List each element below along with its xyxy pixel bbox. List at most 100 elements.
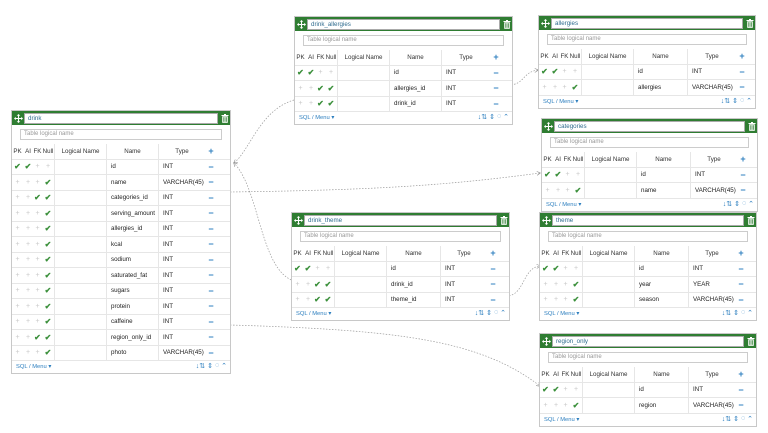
null-checkbox[interactable]: ✔: [570, 398, 582, 413]
move-icon[interactable]: [12, 111, 24, 125]
pk-checkbox[interactable]: +: [540, 277, 551, 292]
null-checkbox[interactable]: +: [569, 65, 581, 80]
fk-checkbox[interactable]: ✔: [33, 330, 42, 345]
column-name[interactable]: photo: [107, 345, 159, 360]
sql-menu-dropdown[interactable]: SQL / Menu ▾: [296, 311, 331, 317]
fk-checkbox[interactable]: ✔: [313, 293, 322, 308]
pk-checkbox[interactable]: +: [12, 237, 23, 252]
null-checkbox[interactable]: ✔: [42, 284, 54, 299]
column-name[interactable]: protein: [107, 299, 159, 314]
null-checkbox[interactable]: ✔: [42, 299, 54, 314]
pk-checkbox[interactable]: +: [12, 346, 23, 361]
table-name-input[interactable]: theme: [552, 215, 744, 226]
pk-checkbox[interactable]: +: [12, 206, 23, 221]
ai-checkbox[interactable]: +: [23, 330, 33, 345]
column-type[interactable]: INT: [693, 265, 703, 273]
fk-checkbox[interactable]: +: [561, 398, 570, 413]
pk-checkbox[interactable]: +: [540, 398, 551, 413]
ai-checkbox[interactable]: ✔: [553, 168, 563, 183]
add-column-button[interactable]: +: [490, 248, 496, 259]
move-up-down-icon[interactable]: ⇕: [486, 310, 492, 317]
column-logical-name[interactable]: [54, 283, 107, 298]
column-logical-name[interactable]: [54, 330, 107, 345]
column-type[interactable]: INT: [695, 171, 705, 179]
column-name[interactable]: id: [635, 382, 689, 397]
null-checkbox[interactable]: +: [572, 168, 584, 183]
fk-checkbox[interactable]: +: [33, 346, 42, 361]
fk-checkbox[interactable]: +: [33, 299, 42, 314]
column-logical-name[interactable]: [582, 277, 635, 292]
comment-icon[interactable]: ◌: [739, 96, 745, 104]
null-checkbox[interactable]: ✔: [42, 237, 54, 252]
column-name[interactable]: id: [387, 261, 441, 276]
column-logical-name[interactable]: [582, 382, 635, 397]
add-column-button[interactable]: +: [740, 154, 746, 165]
column-type[interactable]: INT: [163, 163, 173, 171]
column-logical-name[interactable]: [54, 190, 107, 205]
trash-icon[interactable]: [745, 18, 754, 28]
pk-checkbox[interactable]: ✔: [540, 383, 551, 398]
pk-checkbox[interactable]: +: [542, 183, 553, 198]
remove-column-button[interactable]: −: [208, 161, 214, 172]
column-type[interactable]: YEAR: [693, 280, 710, 288]
fk-checkbox[interactable]: +: [33, 206, 42, 221]
ai-checkbox[interactable]: +: [23, 299, 33, 314]
column-type[interactable]: VARCHAR(45): [163, 178, 204, 186]
column-type[interactable]: VARCHAR(45): [693, 296, 734, 304]
ai-checkbox[interactable]: +: [23, 268, 33, 283]
null-checkbox[interactable]: ✔: [570, 293, 582, 308]
fk-checkbox[interactable]: +: [563, 168, 572, 183]
sort-icon[interactable]: ↓⇅: [195, 363, 206, 370]
column-type[interactable]: VARCHAR(45): [695, 186, 736, 194]
column-logical-name[interactable]: [581, 64, 634, 79]
pk-checkbox[interactable]: +: [12, 315, 23, 330]
column-type[interactable]: INT: [163, 287, 173, 295]
pk-checkbox[interactable]: +: [292, 277, 303, 292]
sql-menu-dropdown[interactable]: SQL / Menu ▾: [543, 99, 578, 105]
null-checkbox[interactable]: ✔: [569, 80, 581, 95]
table-logical-name-input[interactable]: Table logical name: [303, 35, 504, 46]
pk-checkbox[interactable]: ✔: [540, 262, 551, 277]
ai-checkbox[interactable]: +: [23, 346, 33, 361]
move-up-down-icon[interactable]: ⇕: [734, 200, 740, 208]
null-checkbox[interactable]: ✔: [42, 315, 54, 330]
null-checkbox[interactable]: ✔: [42, 346, 54, 361]
null-checkbox[interactable]: ✔: [325, 81, 337, 96]
add-column-button[interactable]: +: [738, 369, 744, 380]
ai-checkbox[interactable]: +: [23, 237, 33, 252]
null-checkbox[interactable]: ✔: [42, 191, 54, 206]
column-logical-name[interactable]: [337, 96, 390, 111]
column-logical-name[interactable]: [54, 221, 107, 236]
trash-icon[interactable]: [746, 336, 755, 346]
ai-checkbox[interactable]: +: [303, 293, 313, 308]
null-checkbox[interactable]: ✔: [42, 253, 54, 268]
comment-icon[interactable]: ◌: [740, 414, 746, 422]
collapse-icon[interactable]: ⌃: [746, 97, 752, 105]
column-name[interactable]: name: [107, 175, 159, 190]
remove-column-button[interactable]: −: [208, 316, 214, 327]
ai-checkbox[interactable]: +: [551, 398, 561, 413]
sort-icon[interactable]: ↓⇅: [722, 200, 733, 208]
ai-checkbox[interactable]: ✔: [551, 262, 561, 277]
column-type[interactable]: INT: [446, 69, 456, 77]
column-name[interactable]: sodium: [107, 252, 159, 267]
collapse-icon[interactable]: ⌃: [503, 114, 509, 121]
null-checkbox[interactable]: +: [570, 383, 582, 398]
pk-checkbox[interactable]: +: [539, 80, 550, 95]
column-name[interactable]: allergies_id: [390, 81, 442, 96]
table-name-input[interactable]: allergies: [551, 18, 743, 29]
table-name-input[interactable]: drink_theme: [304, 215, 497, 226]
column-type[interactable]: INT: [692, 68, 702, 76]
null-checkbox[interactable]: +: [42, 160, 54, 175]
column-logical-name[interactable]: [54, 252, 107, 267]
column-name[interactable]: drink_id: [390, 96, 442, 111]
column-name[interactable]: id: [635, 261, 689, 276]
remove-column-button[interactable]: −: [740, 185, 746, 196]
add-column-button[interactable]: +: [739, 51, 745, 62]
remove-column-button[interactable]: −: [738, 279, 744, 290]
collapse-icon[interactable]: ⌃: [221, 363, 227, 370]
remove-column-button[interactable]: −: [208, 239, 214, 250]
fk-checkbox[interactable]: +: [560, 80, 569, 95]
sql-menu-dropdown[interactable]: SQL / Menu ▾: [16, 364, 51, 370]
column-name[interactable]: season: [635, 292, 689, 307]
